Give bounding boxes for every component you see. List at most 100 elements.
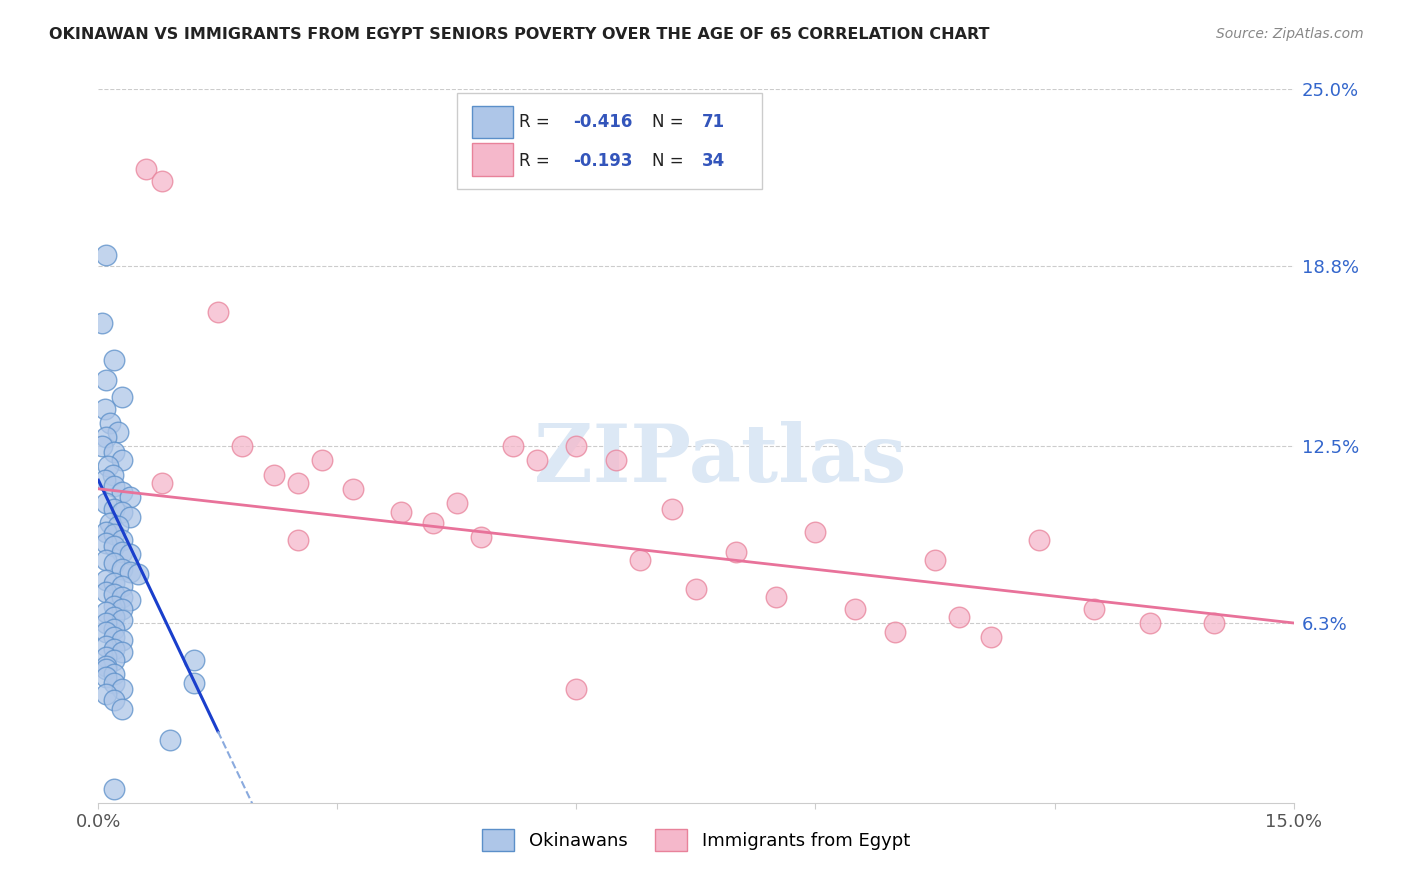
Point xyxy=(96,662,118,676)
Point xyxy=(103,693,125,707)
Point xyxy=(103,610,125,624)
Point xyxy=(96,605,118,619)
Text: N =: N = xyxy=(652,113,683,131)
Point xyxy=(96,573,118,587)
Point xyxy=(287,533,309,548)
Point xyxy=(183,653,205,667)
Point xyxy=(103,556,125,570)
Point xyxy=(422,516,444,530)
Point xyxy=(103,444,125,458)
Point xyxy=(263,467,285,482)
Point xyxy=(111,562,134,576)
Point xyxy=(96,639,118,653)
Point xyxy=(111,701,134,715)
Point xyxy=(103,539,125,553)
FancyBboxPatch shape xyxy=(457,93,762,189)
Point xyxy=(96,615,118,630)
Point xyxy=(111,533,134,548)
Point xyxy=(111,601,134,615)
Point xyxy=(103,527,125,541)
FancyBboxPatch shape xyxy=(472,144,513,177)
Text: 34: 34 xyxy=(702,153,725,170)
Point xyxy=(135,162,157,177)
Text: -0.193: -0.193 xyxy=(572,153,633,170)
Point xyxy=(844,601,866,615)
Point xyxy=(101,467,124,482)
Point xyxy=(948,610,970,624)
Point xyxy=(565,681,588,696)
Point xyxy=(96,670,118,684)
Text: R =: R = xyxy=(519,113,550,131)
Point xyxy=(96,584,118,599)
Point xyxy=(804,524,827,539)
Point xyxy=(103,630,125,644)
Point xyxy=(96,496,118,510)
Point xyxy=(94,473,117,487)
Point xyxy=(98,516,122,530)
Text: -0.416: -0.416 xyxy=(572,113,633,131)
Text: 71: 71 xyxy=(702,113,725,131)
Point xyxy=(150,476,173,491)
FancyBboxPatch shape xyxy=(472,105,513,138)
Point xyxy=(97,458,120,473)
Point xyxy=(111,633,134,648)
Point xyxy=(980,630,1002,644)
Point xyxy=(111,644,134,658)
Point xyxy=(96,658,118,673)
Point xyxy=(98,416,122,430)
Point xyxy=(96,524,118,539)
Point xyxy=(96,553,118,567)
Point xyxy=(287,476,309,491)
Point xyxy=(311,453,333,467)
Point xyxy=(120,491,142,505)
Text: ZIPatlas: ZIPatlas xyxy=(534,421,905,500)
Text: N =: N = xyxy=(652,153,683,170)
Text: R =: R = xyxy=(519,153,550,170)
Point xyxy=(765,591,787,605)
Point xyxy=(628,553,651,567)
Point xyxy=(884,624,907,639)
Point xyxy=(1083,601,1105,615)
Point xyxy=(1028,533,1050,548)
Legend: Okinawans, Immigrants from Egypt: Okinawans, Immigrants from Egypt xyxy=(475,822,917,858)
Point xyxy=(111,579,134,593)
Point xyxy=(231,439,253,453)
Point xyxy=(111,613,134,627)
Point xyxy=(120,593,142,607)
Point xyxy=(565,439,588,453)
Point xyxy=(526,453,548,467)
Point xyxy=(91,439,114,453)
Point xyxy=(103,653,125,667)
Point xyxy=(111,505,134,519)
Point xyxy=(207,305,229,319)
Point xyxy=(150,173,173,187)
Text: Source: ZipAtlas.com: Source: ZipAtlas.com xyxy=(1216,27,1364,41)
Point xyxy=(103,599,125,613)
Point xyxy=(107,519,129,533)
Point xyxy=(724,544,747,558)
Point xyxy=(120,565,142,579)
Point xyxy=(470,530,492,544)
Point xyxy=(103,622,125,636)
Point xyxy=(96,650,118,665)
Point xyxy=(183,676,205,690)
Point xyxy=(1202,615,1225,630)
Point xyxy=(111,484,134,499)
Point xyxy=(103,479,125,493)
Point xyxy=(96,248,118,262)
Point xyxy=(389,505,412,519)
Point xyxy=(127,567,149,582)
Point xyxy=(502,439,524,453)
Text: OKINAWAN VS IMMIGRANTS FROM EGYPT SENIORS POVERTY OVER THE AGE OF 65 CORRELATION: OKINAWAN VS IMMIGRANTS FROM EGYPT SENIOR… xyxy=(49,27,990,42)
Point xyxy=(103,576,125,591)
Point xyxy=(103,641,125,656)
Point xyxy=(103,676,125,690)
Point xyxy=(111,544,134,558)
Point xyxy=(342,482,364,496)
Point xyxy=(91,316,114,330)
Point xyxy=(96,624,118,639)
Point xyxy=(107,425,129,439)
Point xyxy=(120,548,142,562)
Point xyxy=(111,591,134,605)
Point xyxy=(446,496,468,510)
